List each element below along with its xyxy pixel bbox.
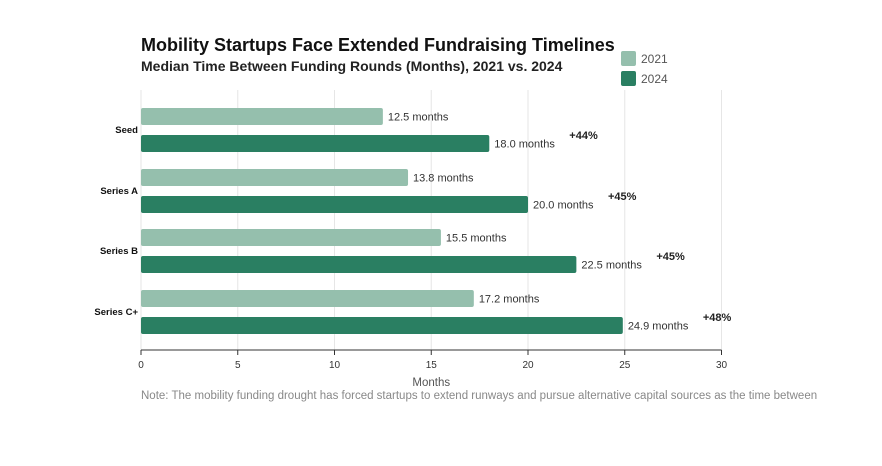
legend-item-2024: 2024 [621,71,668,86]
category-label-series-a: Series A [100,186,138,197]
change-annotation-seed: +44% [569,130,598,142]
category-label-seed: Seed [115,125,138,136]
category-label-series-b: Series B [100,246,138,257]
change-annotation-series-c: +48% [703,312,732,324]
x-tick-label-30: 30 [716,360,728,371]
bar-seed-2021 [141,108,383,125]
legend-swatch-2021 [621,51,636,66]
value-label-series-c-2024: 24.9 months [628,321,689,333]
legend-swatch-2024 [621,71,636,86]
chart-subtitle: Median Time Between Funding Rounds (Mont… [141,58,563,74]
x-tick-label-25: 25 [619,360,631,371]
value-label-seed-2021: 12.5 months [388,112,449,124]
legend-label-2021: 2021 [641,51,668,66]
value-label-series-c-2021: 17.2 months [479,294,540,306]
x-tick-label-0: 0 [138,360,144,371]
category-label-series-c: Series C+ [94,307,138,318]
x-axis-title: Months [412,377,450,389]
x-tick-label-5: 5 [235,360,241,371]
legend-item-2021: 2021 [621,51,668,66]
x-tick-label-20: 20 [522,360,534,371]
bar-series-a-2021 [141,169,409,186]
value-label-series-b-2021: 15.5 months [446,233,507,245]
legend-label-2024: 2024 [641,71,668,86]
value-label-seed-2024: 18.0 months [494,139,555,151]
bar-series-a-2024 [141,196,528,213]
chart-title: Mobility Startups Face Extended Fundrais… [141,35,615,55]
change-annotation-series-a: +45% [608,191,637,203]
bar-series-b-2021 [141,229,441,246]
value-label-series-a-2021: 13.8 months [413,173,474,185]
bar-seed-2024 [141,135,490,152]
value-label-series-b-2024: 22.5 months [581,260,642,272]
x-tick-label-10: 10 [329,360,341,371]
value-label-series-a-2024: 20.0 months [533,200,594,212]
bar-series-c-2024 [141,317,623,334]
bar-series-b-2024 [141,256,577,273]
change-annotation-series-b: +45% [656,251,685,263]
chart-note: Note: The mobility funding drought has f… [141,390,818,402]
x-tick-label-15: 15 [426,360,438,371]
bar-series-c-2021 [141,290,474,307]
